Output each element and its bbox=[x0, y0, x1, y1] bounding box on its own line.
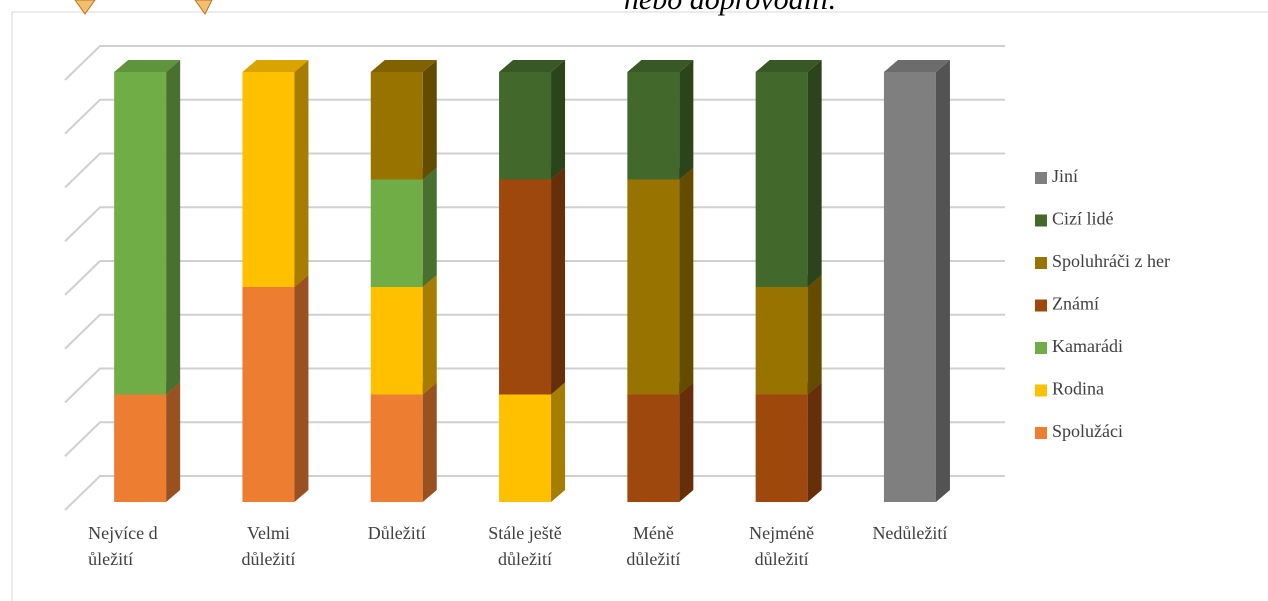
bar-segment bbox=[370, 60, 437, 180]
bar-side bbox=[294, 275, 309, 502]
bar-front bbox=[114, 394, 167, 502]
grid-line bbox=[64, 313, 1005, 350]
bar-segment bbox=[370, 167, 437, 287]
bar-side bbox=[551, 167, 566, 395]
grid-line bbox=[64, 206, 1005, 242]
legend-swatch bbox=[1035, 172, 1047, 184]
legend-swatch bbox=[1035, 299, 1047, 312]
x-tick-label: Nejvíce důležití bbox=[88, 523, 158, 569]
bar-top bbox=[499, 60, 566, 72]
bar-front bbox=[627, 179, 680, 395]
grid-line bbox=[64, 367, 1005, 404]
bar-front bbox=[370, 72, 423, 180]
bar-top bbox=[755, 60, 822, 72]
legend-swatch bbox=[1035, 384, 1047, 397]
grid-line bbox=[64, 421, 1005, 457]
bar-front bbox=[627, 394, 680, 502]
bar-segment bbox=[499, 167, 566, 395]
bar-segment bbox=[627, 167, 694, 395]
grid-line bbox=[64, 475, 1005, 511]
grid-line bbox=[64, 260, 1005, 296]
bar-side bbox=[294, 60, 309, 287]
bar-front bbox=[499, 394, 552, 502]
bar-side bbox=[551, 60, 566, 180]
bar-segment bbox=[499, 60, 566, 180]
legend-label: Jiní bbox=[1052, 166, 1078, 186]
legend-label: Cizí lidé bbox=[1052, 209, 1114, 229]
bar-front bbox=[627, 72, 680, 180]
x-tick-label: Nejméně důležití bbox=[749, 523, 815, 569]
bar-segment bbox=[114, 382, 181, 502]
bar-side bbox=[807, 382, 822, 502]
bar-top bbox=[370, 60, 437, 72]
bar-segment bbox=[114, 60, 181, 395]
bar-side bbox=[935, 60, 950, 502]
bar-top bbox=[242, 60, 309, 72]
legend-label: Známí bbox=[1052, 294, 1099, 314]
x-tick-label: Stále ještě důležití bbox=[488, 523, 562, 569]
bar-front bbox=[499, 179, 552, 395]
bar-segment bbox=[370, 382, 437, 502]
bar-front bbox=[883, 72, 936, 502]
legend-label: Rodina bbox=[1052, 379, 1104, 399]
bar-side bbox=[422, 275, 437, 395]
bar-segment bbox=[627, 60, 694, 180]
bar-segment bbox=[883, 60, 950, 502]
chart-title: nebo doprovodili. bbox=[624, 0, 836, 16]
legend-swatch bbox=[1035, 427, 1047, 439]
bar-side bbox=[422, 382, 437, 502]
bar-front bbox=[370, 287, 423, 395]
bar-front bbox=[370, 179, 423, 287]
legend-label: Spolužáci bbox=[1052, 421, 1123, 441]
bar-segment bbox=[499, 382, 566, 502]
bar-segment bbox=[755, 275, 822, 395]
bar-top bbox=[114, 60, 181, 72]
bar-top bbox=[627, 60, 694, 72]
bar-side bbox=[422, 167, 437, 287]
bar-side bbox=[679, 382, 694, 502]
bar-segment bbox=[627, 382, 694, 502]
bar-side bbox=[166, 382, 181, 502]
bar-front bbox=[114, 72, 167, 395]
bar-segment bbox=[755, 382, 822, 502]
x-tick-label: Méně důležití bbox=[626, 523, 681, 569]
bar-front bbox=[242, 72, 295, 287]
bar-front bbox=[242, 287, 295, 502]
bar-side bbox=[679, 167, 694, 395]
bar-side bbox=[679, 60, 694, 180]
bar-segment bbox=[370, 275, 437, 395]
bar-segment bbox=[242, 60, 309, 287]
grid-line bbox=[64, 45, 1005, 81]
legend-label: Kamarádi bbox=[1052, 336, 1123, 356]
bar-front bbox=[499, 72, 552, 180]
chart-border bbox=[11, 11, 1268, 601]
bar-segment bbox=[242, 275, 309, 502]
legend-swatch bbox=[1035, 257, 1047, 269]
bar-top bbox=[883, 60, 950, 72]
decor-image bbox=[74, 0, 213, 15]
legend-label: Spoluhráči z her bbox=[1052, 251, 1170, 271]
bar-side bbox=[807, 275, 822, 395]
bar-front bbox=[755, 287, 808, 395]
grid-line bbox=[64, 152, 1005, 189]
bar-segment bbox=[755, 60, 822, 287]
grid-line bbox=[64, 98, 1005, 135]
bar-front bbox=[755, 394, 808, 502]
legend-swatch bbox=[1035, 214, 1047, 227]
x-tick-label: Velmi důležití bbox=[241, 523, 296, 569]
legend-swatch bbox=[1035, 342, 1047, 354]
bar-side bbox=[422, 60, 437, 180]
bar-front bbox=[370, 394, 423, 502]
x-tick-label: Důležití bbox=[367, 523, 426, 543]
bar-side bbox=[166, 60, 181, 395]
x-tick-label: Nedůležití bbox=[872, 523, 948, 543]
bar-front bbox=[755, 72, 808, 287]
bar-side bbox=[551, 382, 566, 502]
bar-side bbox=[807, 60, 822, 287]
